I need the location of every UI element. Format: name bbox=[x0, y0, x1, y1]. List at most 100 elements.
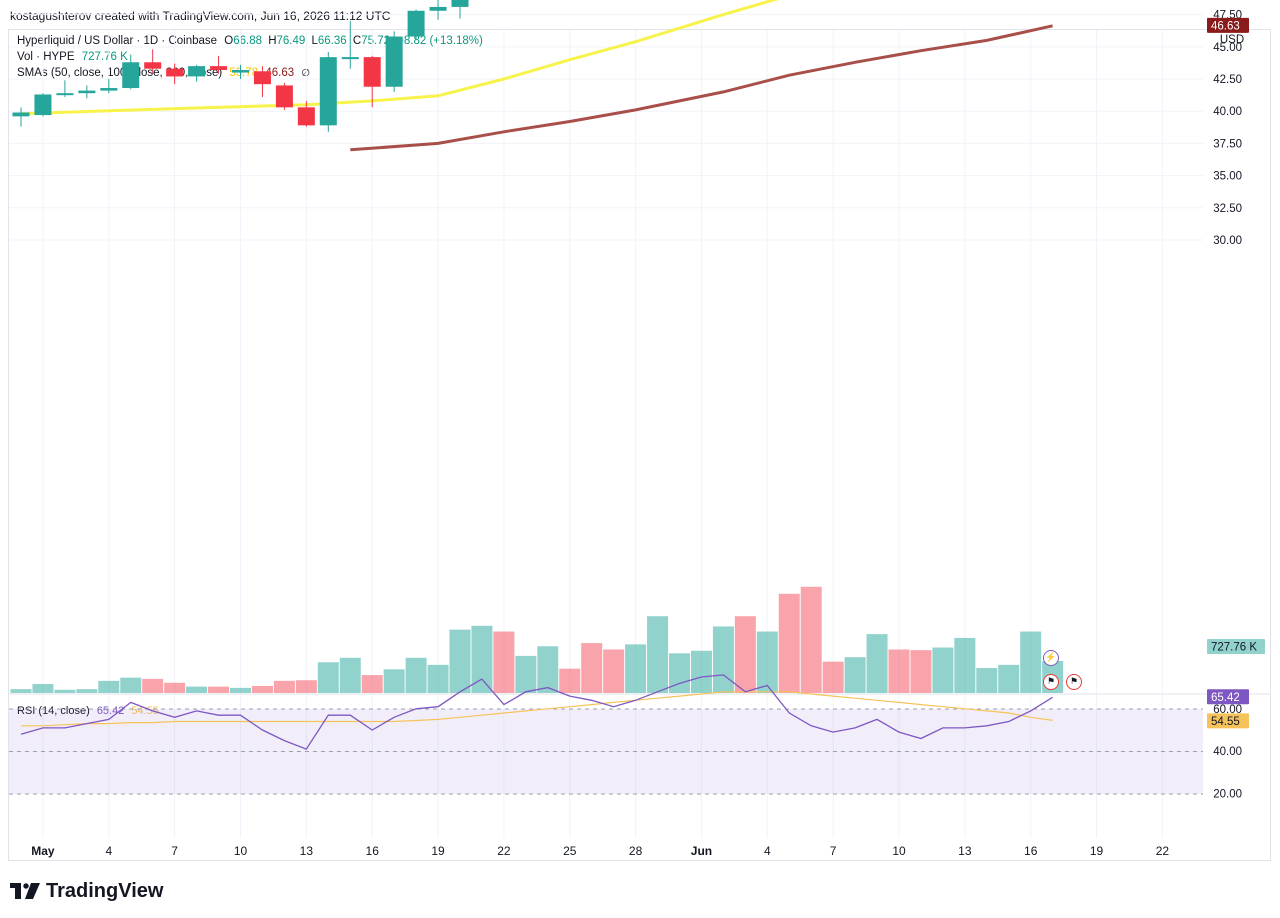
volume-bar bbox=[493, 631, 515, 693]
date-tick-label: 19 bbox=[431, 844, 445, 858]
symbol-title[interactable]: Hyperliquid / US Dollar · 1D · Coinbase bbox=[17, 35, 218, 47]
candle bbox=[232, 64, 249, 80]
rsi-tag-bg bbox=[1207, 689, 1249, 705]
open-label: O bbox=[224, 35, 234, 47]
low-label: L bbox=[311, 35, 318, 47]
candle-body bbox=[341, 57, 359, 60]
candle-body bbox=[407, 10, 425, 37]
volume-bar bbox=[295, 680, 317, 693]
candle-body bbox=[166, 68, 184, 77]
candle-body bbox=[122, 62, 140, 89]
rsi-legend[interactable]: RSI (14, close) 65.42 54.55 bbox=[17, 705, 159, 717]
volume-bar bbox=[1020, 631, 1042, 693]
volume-tag-text: 727.76 K bbox=[1211, 642, 1257, 654]
price-tick-label: 37.50 bbox=[1213, 138, 1242, 150]
candle-body bbox=[385, 36, 403, 87]
date-tick-label: 22 bbox=[497, 844, 511, 858]
rsi-tick-label: 20.00 bbox=[1213, 789, 1242, 801]
sma100-line bbox=[350, 24, 1053, 152]
candle-body bbox=[56, 93, 74, 96]
date-tick-label: 10 bbox=[234, 844, 248, 858]
candle-body bbox=[144, 62, 162, 69]
price-tick-label: 32.50 bbox=[1213, 203, 1242, 215]
us-flag-icon[interactable]: ⚑ bbox=[1043, 674, 1059, 690]
volume-value: 727.76 K bbox=[81, 51, 128, 63]
volume-bar bbox=[712, 626, 734, 693]
candle-body bbox=[12, 112, 30, 117]
volume-bar bbox=[142, 678, 164, 693]
volume-bar bbox=[32, 684, 54, 693]
volume-bar bbox=[976, 668, 998, 693]
date-tick-label: 22 bbox=[1156, 844, 1170, 858]
candle bbox=[319, 51, 337, 132]
tradingview-logo[interactable]: TradingView bbox=[10, 878, 163, 904]
date-tick-label: 28 bbox=[629, 844, 643, 858]
volume-bar bbox=[339, 657, 361, 693]
volume-bar bbox=[230, 687, 251, 693]
high-value: 76.49 bbox=[276, 35, 306, 47]
volume-bar bbox=[932, 647, 954, 693]
rsi-tick-label: 40.00 bbox=[1213, 746, 1242, 758]
volume-bar bbox=[669, 653, 690, 693]
lightning-icon[interactable]: ⚡ bbox=[1043, 650, 1059, 666]
date-tick-label: 19 bbox=[1090, 844, 1104, 858]
price-tick-label: 35.00 bbox=[1213, 171, 1242, 183]
candle-body bbox=[100, 88, 118, 91]
volume-tag-bg bbox=[1207, 639, 1265, 654]
high-label: H bbox=[268, 35, 277, 47]
rsi-label: RSI (14, close) bbox=[17, 705, 90, 717]
volume-bar bbox=[405, 657, 427, 693]
candle-body bbox=[429, 6, 447, 11]
volume-bar bbox=[383, 669, 405, 693]
candle bbox=[253, 66, 271, 98]
close-value: 75.72 bbox=[361, 35, 390, 47]
volume-bar bbox=[734, 616, 756, 693]
volume-bar bbox=[647, 616, 669, 693]
volume-legend[interactable]: Vol · HYPE 727.76 K bbox=[17, 51, 128, 63]
rsi-ma-value: 54.55 bbox=[131, 705, 159, 717]
candle bbox=[210, 55, 228, 74]
candle bbox=[12, 107, 30, 127]
chart-frame bbox=[8, 29, 1271, 861]
candle-body bbox=[188, 66, 206, 77]
volume-bar bbox=[186, 686, 208, 693]
rsi-ma-tag-bg bbox=[1207, 713, 1249, 729]
sma100-tag: 46.63 bbox=[1207, 17, 1249, 33]
volume-bar bbox=[208, 686, 230, 693]
rsi-ma-tag: 54.55 bbox=[1207, 713, 1249, 729]
date-tick-label: 7 bbox=[171, 844, 178, 858]
change-value: +8.82 (+13.18%) bbox=[397, 35, 483, 47]
price-tick-label: 45.00 bbox=[1213, 42, 1242, 54]
volume-bar bbox=[998, 664, 1020, 693]
close-label: C bbox=[352, 35, 362, 47]
volume-bar bbox=[581, 643, 603, 693]
date-tick-label: 13 bbox=[300, 844, 314, 858]
date-tick-label: 7 bbox=[830, 844, 837, 858]
candle bbox=[363, 55, 381, 108]
price-tick-label: 30.00 bbox=[1213, 235, 1242, 247]
candle bbox=[297, 100, 315, 127]
date-tick-label: Jun bbox=[691, 844, 712, 858]
symbol-legend[interactable]: Hyperliquid / US Dollar · 1D · Coinbase … bbox=[17, 35, 483, 47]
candle bbox=[56, 80, 74, 98]
date-tick-label: 25 bbox=[563, 844, 577, 858]
volume-bar bbox=[756, 631, 778, 693]
currency-selector[interactable]: USD bbox=[1219, 34, 1245, 46]
volume-bar bbox=[76, 689, 98, 693]
volume-bar bbox=[251, 685, 273, 693]
candle bbox=[78, 85, 96, 99]
date-tick-label: May bbox=[31, 844, 55, 858]
candle bbox=[429, 0, 447, 20]
volume-bar bbox=[515, 655, 537, 693]
candle-body bbox=[210, 66, 228, 70]
rsi-value: 65.42 bbox=[97, 705, 125, 717]
volume-bar bbox=[10, 689, 32, 693]
volume-bar bbox=[559, 668, 581, 693]
candle bbox=[144, 49, 162, 74]
volume-bar bbox=[427, 664, 449, 693]
volume-bar bbox=[54, 689, 76, 693]
volume-bar bbox=[273, 680, 295, 693]
us-flag-icon[interactable]: ⚑ bbox=[1066, 674, 1082, 690]
brand-name: TradingView bbox=[46, 879, 164, 902]
